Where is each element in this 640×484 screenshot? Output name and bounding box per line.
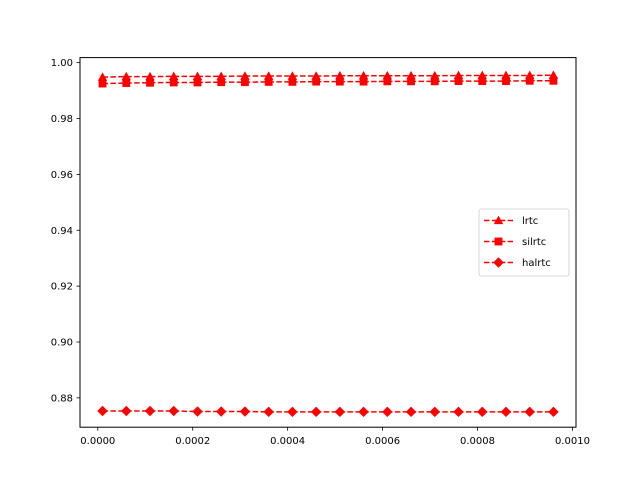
y-tick-label: 0.98: [51, 114, 73, 125]
data-point-halrtc: [429, 406, 441, 418]
data-point-halrtc: [263, 406, 274, 418]
data-point-silrtc: [525, 76, 534, 85]
data-point-halrtc: [382, 406, 393, 418]
x-tick-label: 0.0010: [555, 436, 590, 447]
x-tick-label: 0.0000: [80, 436, 115, 447]
legend-label-lrtc: lrtc: [522, 216, 538, 227]
legend-marker-lrtc: [493, 215, 504, 225]
data-point-silrtc: [383, 77, 392, 86]
legend-marker-halrtc: [493, 257, 504, 268]
y-tick-label: 1.00: [51, 58, 73, 69]
data-point-halrtc: [287, 406, 298, 418]
legend-marker-silrtc: [494, 237, 503, 246]
legend-label-halrtc: halrtc: [522, 258, 551, 269]
data-point-silrtc: [502, 77, 510, 85]
data-point-halrtc: [168, 405, 179, 417]
x-tick-label: 0.0006: [365, 436, 400, 447]
data-point-halrtc: [524, 406, 535, 418]
data-point-halrtc: [334, 406, 346, 418]
data-point-silrtc: [430, 77, 439, 86]
y-tick-label: 0.88: [51, 393, 73, 404]
series-line-silrtc: [102, 80, 554, 85]
data-point-silrtc: [193, 78, 202, 87]
y-axis: 0.88 0.90 0.92 0.94 0.96 0.98 1.00: [51, 58, 80, 404]
data-point-silrtc: [312, 77, 321, 86]
data-point-silrtc: [122, 79, 131, 87]
data-point-silrtc: [407, 77, 415, 86]
data-point-halrtc: [358, 406, 369, 418]
legend-box: [478, 208, 570, 277]
data-point-silrtc: [217, 78, 226, 87]
data-point-silrtc: [335, 77, 344, 86]
series-layer: [97, 70, 559, 418]
data-point-halrtc: [215, 406, 227, 417]
y-tick-label: 0.96: [51, 170, 73, 181]
data-point-silrtc: [454, 77, 463, 85]
data-point-halrtc: [548, 406, 559, 418]
x-axis: 0.0000 0.0002 0.0004 0.0006 0.0008 0.0010: [80, 427, 590, 447]
data-point-silrtc: [478, 77, 487, 85]
data-point-halrtc: [500, 406, 512, 418]
data-point-halrtc: [310, 406, 322, 418]
data-point-halrtc: [453, 406, 464, 418]
y-tick-label: 0.94: [51, 226, 73, 237]
x-tick-label: 0.0004: [270, 436, 305, 447]
data-point-halrtc: [144, 405, 156, 417]
data-point-silrtc: [359, 77, 368, 86]
data-point-silrtc: [288, 78, 297, 86]
legend-label-silrtc: silrtc: [522, 237, 546, 248]
data-point-silrtc: [169, 78, 178, 87]
legend: lrtc silrtc halrtc: [478, 208, 570, 277]
data-point-silrtc: [98, 79, 107, 88]
y-tick-label: 0.92: [51, 282, 73, 293]
data-point-halrtc: [239, 406, 251, 417]
y-tick-label: 0.90: [51, 338, 73, 349]
data-point-halrtc: [121, 405, 132, 417]
data-point-halrtc: [477, 406, 488, 418]
data-point-silrtc: [264, 78, 273, 86]
series-line-lrtc: [102, 74, 554, 78]
data-point-silrtc: [146, 78, 154, 87]
data-point-halrtc: [405, 406, 417, 418]
data-point-silrtc: [241, 78, 249, 87]
data-point-halrtc: [97, 405, 108, 417]
data-point-silrtc: [549, 76, 558, 85]
x-tick-label: 0.0008: [460, 436, 495, 447]
data-point-halrtc: [192, 406, 203, 417]
x-tick-label: 0.0002: [175, 436, 210, 447]
plot-frame: [79, 57, 577, 428]
